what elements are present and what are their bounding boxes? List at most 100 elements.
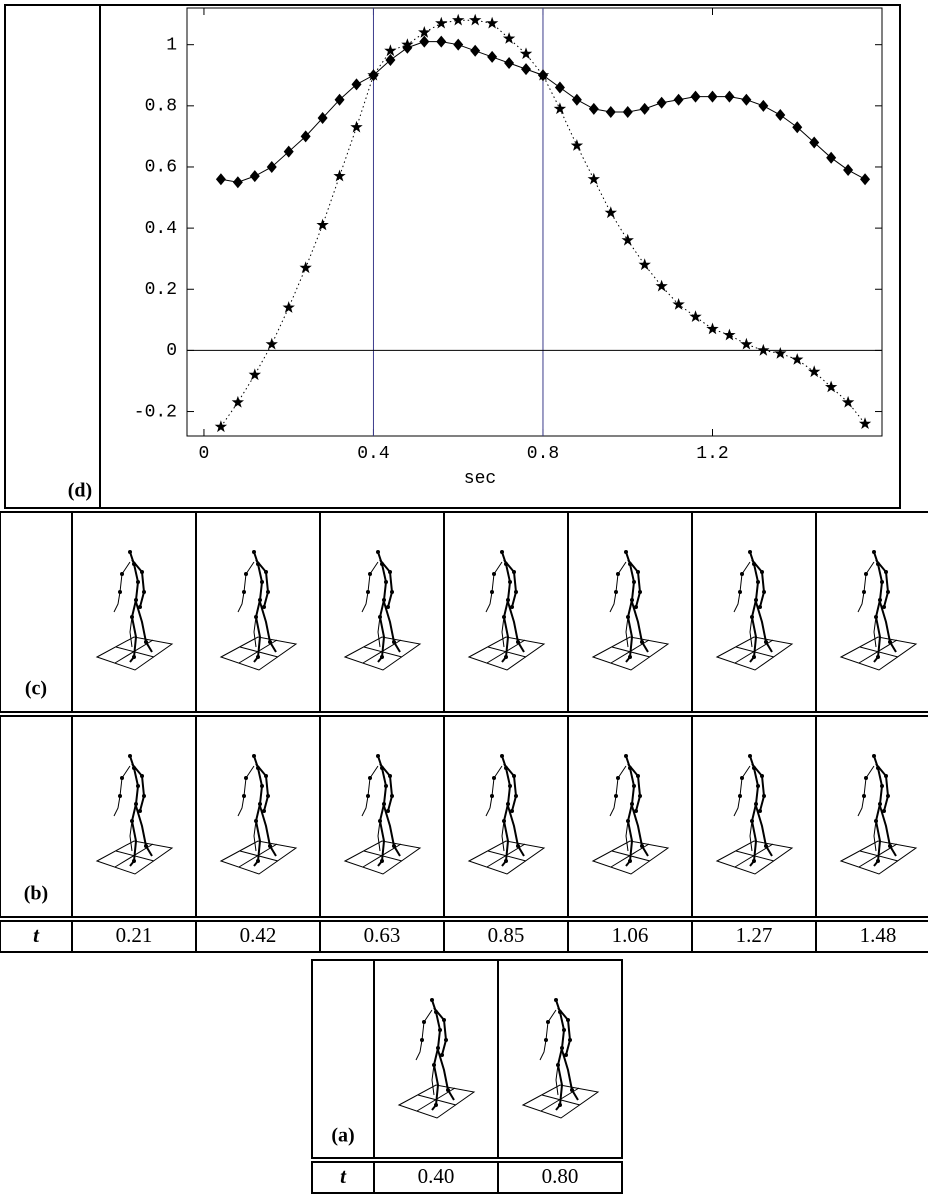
t-value: 1.27: [736, 923, 773, 947]
marker: [622, 234, 634, 246]
marker: [250, 170, 260, 182]
marker: [216, 173, 226, 185]
figure: (d) sec (c) (b) (a) 00.40.81.2-0.200.20.…: [0, 0, 928, 1198]
marker: [657, 97, 667, 109]
marker: [809, 137, 819, 149]
marker: [792, 121, 802, 133]
marker: [723, 329, 735, 341]
marker: [860, 173, 870, 185]
marker: [333, 170, 345, 182]
t-value: 0.40: [418, 1164, 455, 1188]
marker: [691, 91, 701, 103]
panel-label: (a): [331, 1125, 354, 1147]
marker: [774, 347, 786, 359]
marker: [791, 353, 803, 365]
marker: [674, 94, 684, 106]
marker: [555, 81, 565, 93]
y-tick-label: -0.2: [134, 402, 177, 422]
marker: [486, 17, 498, 29]
skeleton-image: [97, 550, 172, 670]
y-tick-label: 0.2: [145, 280, 177, 300]
marker: [267, 161, 277, 173]
marker: [825, 381, 837, 393]
marker: [300, 261, 312, 273]
skeleton-image: [469, 550, 544, 670]
marker: [640, 103, 650, 115]
x-tick-label: 0: [199, 444, 210, 464]
marker: [283, 301, 295, 313]
marker: [706, 323, 718, 335]
skeleton-image: [221, 550, 296, 670]
marker: [808, 365, 820, 377]
marker: [740, 338, 752, 350]
marker: [606, 106, 616, 118]
marker: [623, 106, 633, 118]
marker: [843, 164, 853, 176]
y-tick-label: 0.4: [145, 219, 177, 239]
marker: [757, 344, 769, 356]
skeleton-image: [345, 754, 420, 874]
marker: [436, 36, 446, 48]
marker: [589, 103, 599, 115]
marker: [588, 173, 600, 185]
marker: [249, 368, 261, 380]
marker: [775, 109, 785, 121]
marker: [571, 139, 583, 151]
panel-label: (c): [25, 678, 47, 700]
skeleton-image: [399, 998, 474, 1118]
panel-d-frame: [5, 5, 900, 508]
marker: [266, 338, 278, 350]
marker: [504, 57, 514, 69]
marker: [521, 63, 531, 75]
t-header: t: [340, 1164, 347, 1188]
x-tick-label: 1.2: [696, 444, 728, 464]
t-header: t: [33, 923, 40, 947]
t-value: 0.85: [488, 923, 525, 947]
marker: [352, 78, 362, 90]
marker: [842, 396, 854, 408]
panel-label: (d): [68, 480, 92, 502]
marker: [469, 14, 481, 26]
skeleton-image: [97, 754, 172, 874]
y-tick-label: 0.8: [145, 97, 177, 117]
marker: [605, 206, 617, 218]
marker: [672, 298, 684, 310]
skeleton-image: [717, 754, 792, 874]
marker: [724, 91, 734, 103]
x-tick-label: 0.4: [357, 444, 389, 464]
x-tick-label: 0.8: [527, 444, 559, 464]
t-value: 0.63: [364, 923, 401, 947]
t-value: 0.80: [542, 1164, 579, 1188]
skeleton-image: [841, 754, 916, 874]
skeleton-image: [523, 998, 598, 1118]
skeleton-image: [841, 550, 916, 670]
marker: [572, 94, 582, 106]
marker: [639, 258, 651, 270]
skeleton-image: [345, 550, 420, 670]
t-value: 0.21: [116, 923, 153, 947]
y-tick-label: 0: [166, 341, 177, 361]
skeleton-image: [469, 754, 544, 874]
t-value: 0.42: [240, 923, 277, 947]
image-cell: [816, 512, 928, 712]
marker: [503, 32, 515, 44]
skeleton-image: [593, 754, 668, 874]
marker: [707, 91, 717, 103]
marker: [758, 100, 768, 112]
marker: [233, 176, 243, 188]
marker: [826, 152, 836, 164]
marker: [452, 14, 464, 26]
marker: [487, 51, 497, 63]
x-axis-label: sec: [464, 469, 496, 489]
marker: [453, 39, 463, 51]
marker: [741, 94, 751, 106]
t-value: 1.06: [612, 923, 649, 947]
y-tick-label: 0.6: [145, 158, 177, 178]
marker: [520, 47, 532, 59]
marker: [435, 17, 447, 29]
marker: [316, 219, 328, 231]
image-cell: [816, 716, 928, 917]
y-tick-label: 1: [166, 35, 177, 55]
skeleton-image: [593, 550, 668, 670]
marker: [470, 45, 480, 57]
